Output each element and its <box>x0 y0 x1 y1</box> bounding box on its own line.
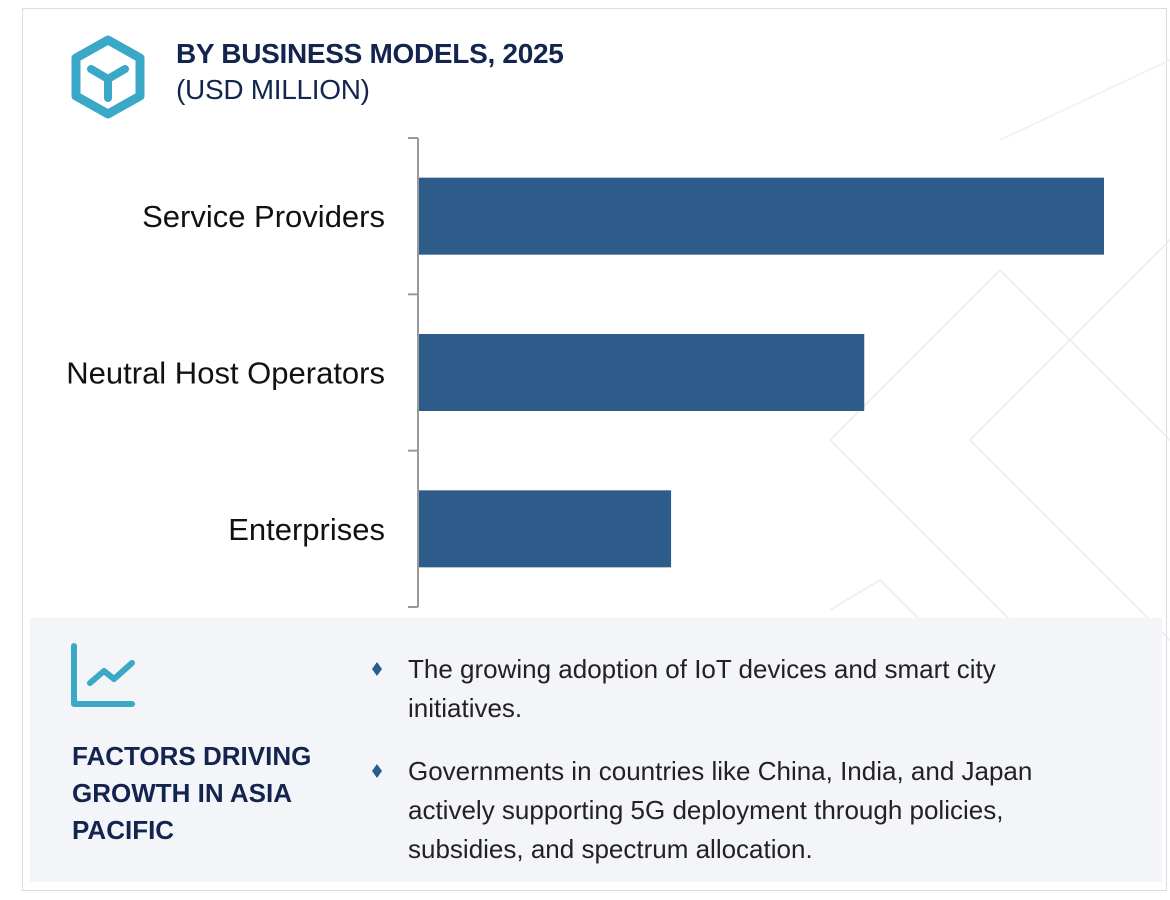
factor-item: The growing adoption of IoT devices and … <box>370 650 1090 728</box>
factors-panel <box>30 618 1162 882</box>
factor-text: Governments in countries like China, Ind… <box>408 756 1033 864</box>
factors-list: The growing adoption of IoT devices and … <box>370 650 1090 893</box>
factor-text: The growing adoption of IoT devices and … <box>408 654 996 723</box>
bar-enterprises <box>419 490 672 568</box>
chart-subtitle: (USD MILLION) <box>176 74 370 105</box>
category-label: Service Providers <box>142 199 385 234</box>
bar-service-providers <box>419 177 1104 255</box>
bar-chart: Service Providers Neutral Host Operators E… <box>66 137 1104 608</box>
card-frame <box>22 8 1167 891</box>
trend-line-chart-icon <box>71 643 135 707</box>
category-label: Neutral Host Operators <box>66 356 385 391</box>
factor-item: Governments in countries like China, Ind… <box>370 752 1090 869</box>
factors-heading: FACTORS DRIVING GROWTH IN ASIA PACIFIC <box>72 741 312 845</box>
diamond-bullet-icon <box>372 764 382 778</box>
bar-neutral-host-operators <box>419 334 865 411</box>
chart-title: BY BUSINESS MODELS, 2025 <box>176 38 564 69</box>
hexagon-y-logo-icon <box>71 35 145 119</box>
category-label: Enterprises <box>228 512 385 547</box>
diamond-bullet-icon <box>372 662 382 676</box>
